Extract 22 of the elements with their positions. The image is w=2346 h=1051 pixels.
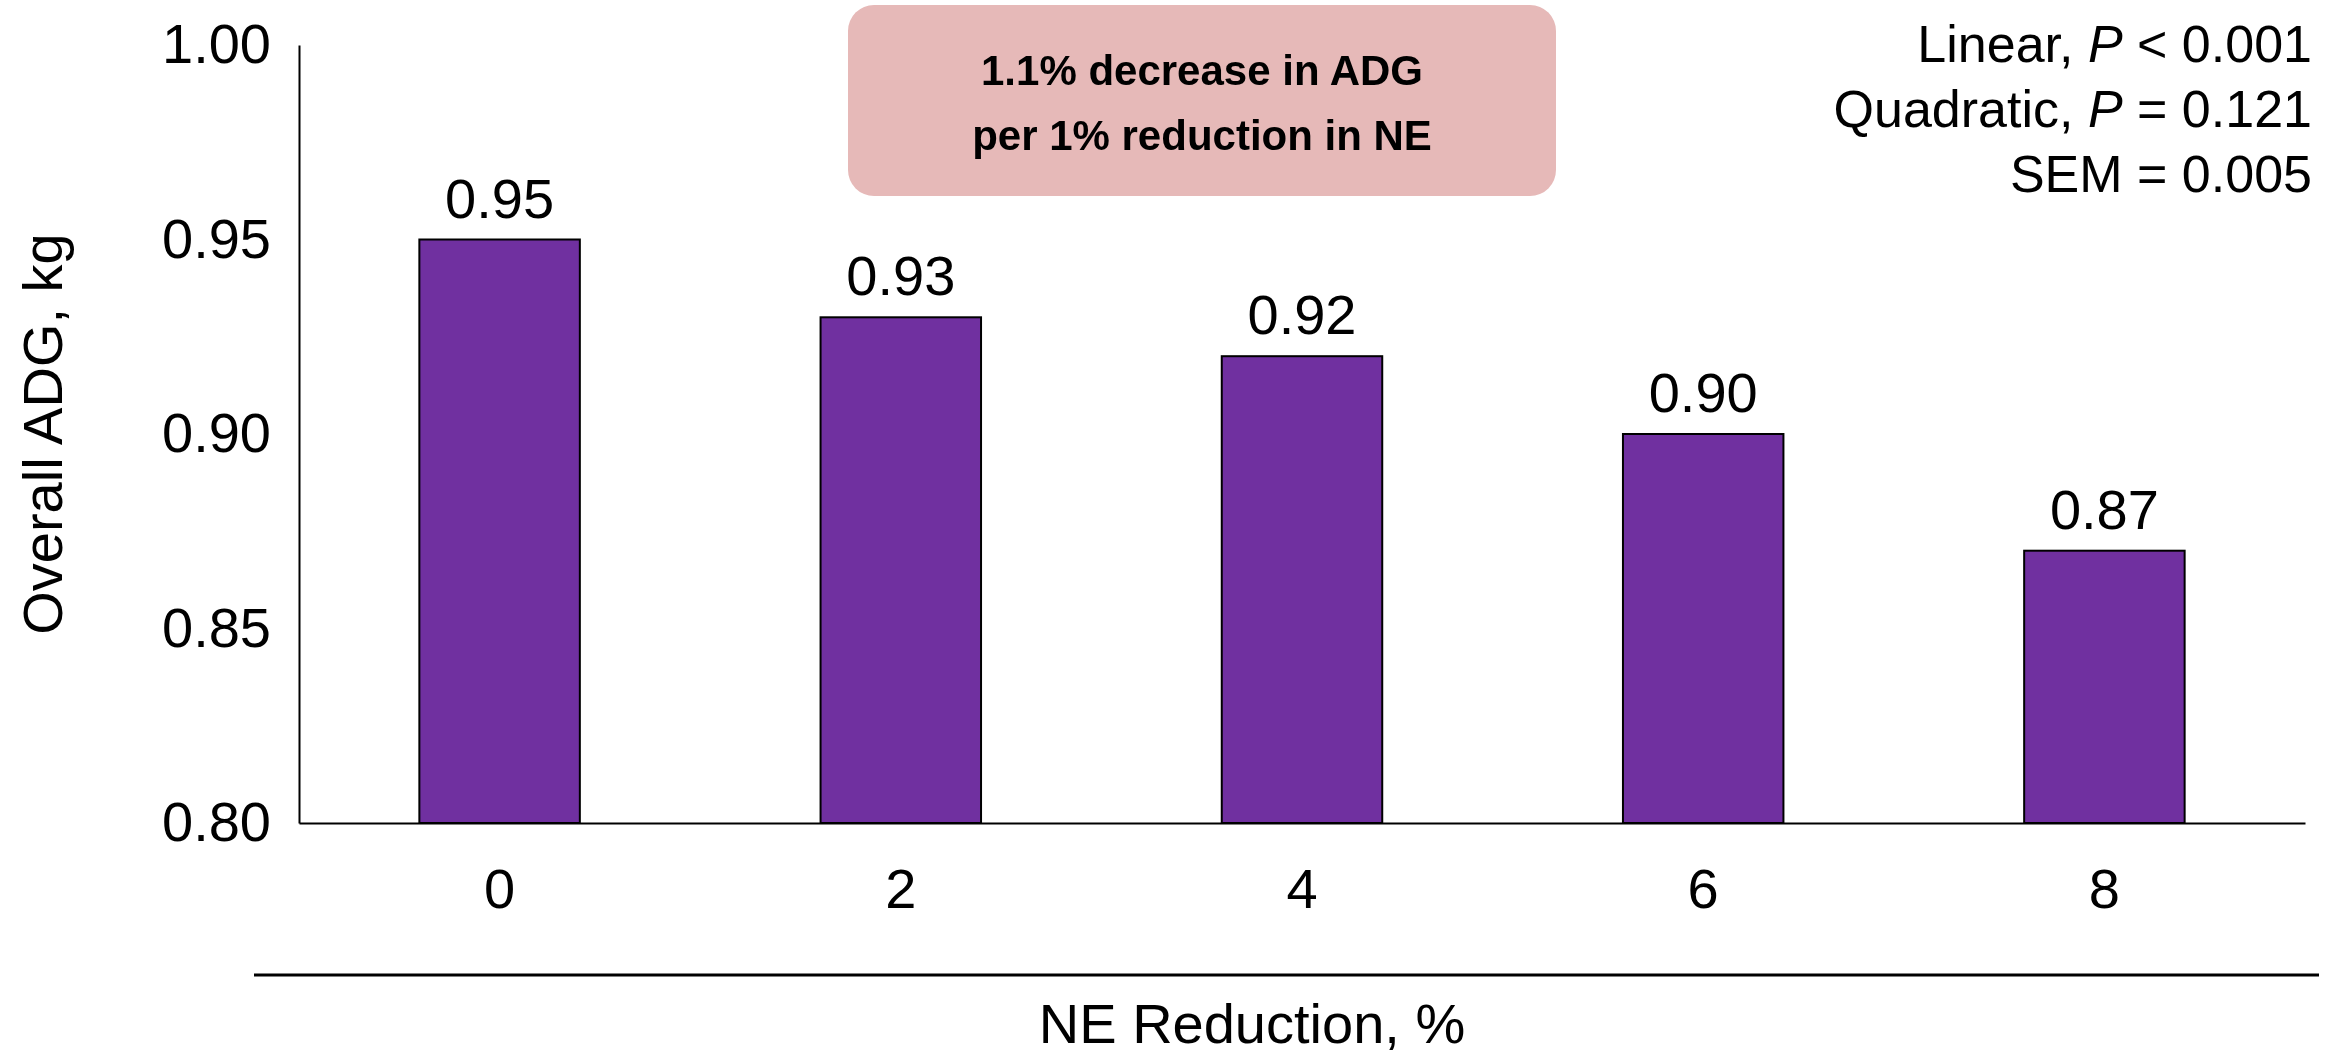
y-tick-label: 0.90 [162,401,271,465]
data-label: 0.95 [445,166,555,230]
y-tick-label: 0.85 [162,595,271,659]
x-tick-label: 2 [885,856,917,920]
x-tick-label: 0 [484,856,516,920]
data-label: 0.92 [1247,283,1357,347]
callout-box: 1.1% decrease in ADG per 1% reduction in NE [848,5,1556,196]
annotation: SEM = 0.005 [2009,145,2312,203]
annotation: 1.1% decrease in ADG per 1% reduction in NE [972,47,1432,159]
y-tick-label: 0.95 [162,206,271,270]
x-tick-label: 6 [1687,856,1719,920]
x-tick-label: 8 [2088,856,2120,920]
data-label: 0.90 [1648,361,1758,424]
annotation: Linear, P < 0.001 [1917,15,2312,73]
data-label: 0.87 [2049,477,2159,541]
annotation: Quadratic, P = 0.121 [1833,80,2312,138]
y-tick-label: 1.00 [162,12,271,76]
x-axis-title: NE Reduction, % [1038,992,1466,1051]
y-axis-title: Overall ADG, kg [11,233,74,635]
x-tick-label: 4 [1286,856,1318,920]
y-tick-label: 0.80 [162,790,271,854]
data-label: 0.93 [846,244,956,308]
